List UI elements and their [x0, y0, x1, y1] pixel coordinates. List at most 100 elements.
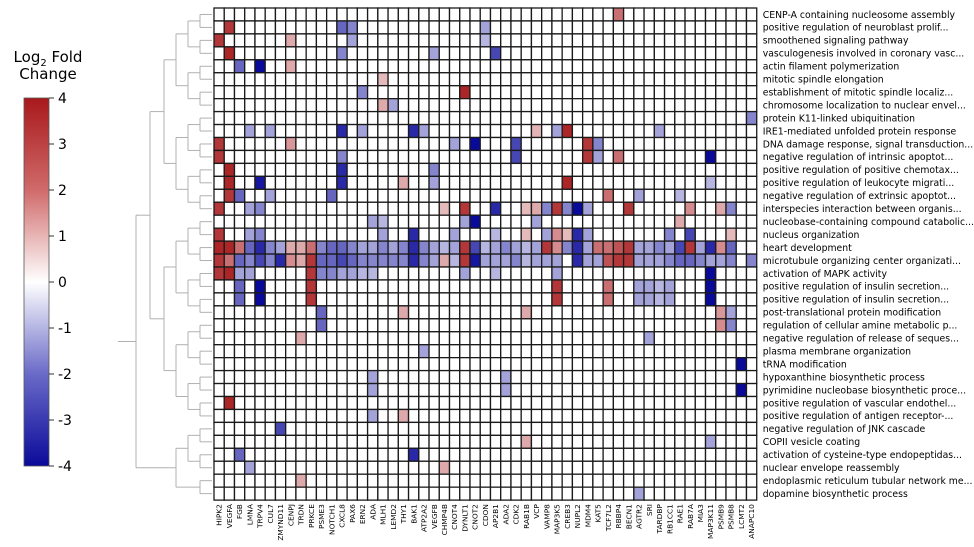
heatmap-cell	[264, 331, 277, 346]
heatmap-cell	[387, 408, 399, 424]
heatmap-cell	[377, 7, 389, 22]
heatmap-cell	[592, 85, 604, 100]
heatmap-cell-filled	[244, 201, 256, 216]
heatmap-cell	[510, 408, 522, 424]
heatmap-cell	[745, 447, 758, 462]
heatmap-cell	[715, 486, 727, 501]
heatmap-cell	[571, 266, 584, 281]
heatmap-cell	[633, 85, 645, 100]
heatmap-cell-filled	[704, 266, 717, 281]
heatmap-cell	[223, 369, 236, 385]
heatmap-cell	[684, 266, 696, 281]
column-label-cdk2: CDK2	[512, 504, 521, 524]
heatmap-cell	[428, 460, 440, 475]
heatmap-cell	[704, 486, 717, 501]
heatmap-cell-filled	[674, 240, 686, 255]
heatmap-cell	[612, 227, 625, 242]
heatmap-cell	[663, 136, 676, 152]
heatmap-cell	[745, 214, 758, 229]
heatmap-cell	[285, 331, 297, 346]
heatmap-cell-filled	[561, 175, 574, 190]
heatmap-cell	[520, 421, 533, 436]
heatmap-cell	[213, 214, 225, 229]
heatmap-cell	[264, 162, 277, 177]
heatmap-cell	[571, 318, 584, 333]
heatmap-cell	[397, 447, 410, 462]
heatmap-cell-filled	[264, 188, 277, 203]
heatmap-cell-filled	[704, 279, 717, 294]
heatmap-cell	[397, 110, 410, 126]
heatmap-cell	[448, 214, 461, 229]
heatmap-cell	[684, 318, 696, 333]
heatmap-cell	[663, 149, 676, 165]
heatmap-cell	[653, 136, 666, 152]
heatmap-cell	[622, 473, 635, 488]
heatmap-cell-filled	[366, 369, 379, 385]
heatmap-cell	[510, 175, 522, 190]
heatmap-cell	[346, 98, 359, 113]
heatmap-cell	[448, 382, 461, 398]
heatmap-cell	[612, 369, 625, 385]
heatmap-cell	[428, 318, 440, 333]
heatmap-cell	[674, 123, 686, 139]
heatmap-cell	[428, 395, 440, 411]
heatmap-cell	[663, 85, 676, 100]
heatmap-cell	[397, 46, 410, 61]
heatmap-cell	[663, 266, 676, 281]
heatmap-cell	[459, 227, 471, 242]
row-label-negative-regulation-of-release-of-seques: negative regulation of release of seques…	[763, 334, 959, 345]
heatmap-cell-filled	[735, 356, 748, 372]
heatmap-cell	[489, 382, 502, 398]
colorbar-tick-label: -2	[58, 367, 72, 383]
heatmap-cell	[643, 408, 655, 424]
heatmap-cell	[551, 305, 563, 320]
heatmap-cell	[745, 162, 758, 177]
heatmap-cell	[274, 447, 287, 462]
heatmap-cell	[223, 214, 236, 229]
heatmap-cell-filled	[244, 253, 256, 268]
heatmap-cell	[448, 486, 461, 501]
heatmap-cell	[366, 305, 379, 320]
heatmap-cell-filled	[315, 266, 328, 281]
heatmap-cell	[233, 214, 246, 229]
heatmap-cell	[336, 460, 348, 475]
heatmap-cell	[274, 20, 287, 35]
heatmap-cell-filled	[745, 253, 758, 268]
heatmap-cell	[428, 279, 440, 294]
heatmap-cell	[725, 473, 737, 488]
heatmap-cell-filled	[643, 292, 655, 307]
heatmap-cell	[541, 46, 553, 61]
heatmap-cell-filled	[459, 214, 471, 229]
heatmap-cell	[469, 356, 481, 372]
row-label-heart-development: heart development	[763, 243, 852, 254]
heatmap-cell	[612, 292, 625, 307]
heatmap-cell	[592, 59, 604, 74]
heatmap-cell	[213, 110, 225, 126]
heatmap-cell-filled	[520, 305, 533, 320]
heatmap-cell-filled	[244, 460, 256, 475]
heatmap-cell	[745, 434, 758, 449]
heatmap-cell-filled	[428, 175, 440, 190]
heatmap-cell	[551, 369, 563, 385]
heatmap-cell	[500, 110, 512, 126]
heatmap-cell	[325, 305, 338, 320]
heatmap-cell	[510, 356, 522, 372]
heatmap-cell	[541, 279, 553, 294]
heatmap-cell	[684, 214, 696, 229]
heatmap-cell	[602, 266, 615, 281]
heatmap-cell-filled	[520, 253, 533, 268]
heatmap-cell	[428, 188, 440, 203]
heatmap-cell	[377, 279, 389, 294]
heatmap-cell	[520, 149, 533, 165]
heatmap-cell-filled	[469, 240, 481, 255]
heatmap-cell	[551, 20, 563, 35]
heatmap-cell	[459, 447, 471, 462]
heatmap-cell	[387, 279, 399, 294]
heatmap-cell	[520, 382, 533, 398]
heatmap-cell	[264, 292, 277, 307]
heatmap-cell	[500, 292, 512, 307]
heatmap-cell	[244, 33, 256, 48]
heatmap-cell	[448, 460, 461, 475]
heatmap-cell	[315, 395, 328, 411]
